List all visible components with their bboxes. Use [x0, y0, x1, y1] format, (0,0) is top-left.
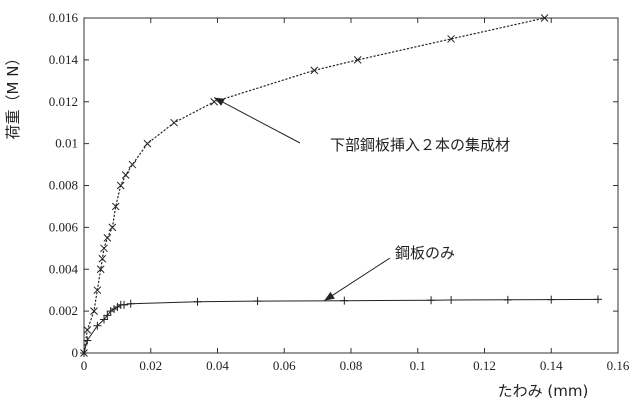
x-tick-label: 0.06 — [273, 358, 296, 373]
series-1-point — [540, 14, 549, 22]
x-tick-label: 0.1 — [410, 358, 426, 373]
series-1-point — [447, 35, 455, 43]
y-tick-label: 0.006 — [49, 219, 79, 234]
annotation-label: 下部鋼板挿入２本の集成材 — [330, 136, 510, 154]
series-2-point — [593, 295, 602, 304]
series-2-point — [106, 307, 115, 316]
series-1-point — [353, 56, 362, 64]
series-1-point — [93, 286, 102, 295]
series-1-point — [96, 265, 105, 274]
x-tick-label: 0 — [81, 358, 88, 373]
annotation-leader — [213, 97, 301, 144]
x-tick-label: 0.16 — [607, 358, 630, 373]
series-2-line — [83, 298, 599, 354]
series-2-point — [100, 315, 109, 324]
y-tick-label: 0.016 — [49, 10, 79, 25]
series-1-point — [116, 181, 125, 190]
series-2-point — [110, 305, 119, 314]
series-1-point — [143, 139, 152, 148]
annotation-label: 鋼板のみ — [395, 244, 455, 262]
series-2-point — [126, 299, 135, 308]
series-layer — [80, 14, 602, 357]
series-1-line — [83, 17, 546, 354]
series-2-point — [427, 296, 436, 305]
series-1-point — [128, 160, 137, 169]
x-tick-label: 0.04 — [206, 358, 229, 373]
series-1 — [80, 14, 549, 357]
series-2-point — [503, 295, 512, 304]
series-1-point — [170, 118, 178, 127]
y-tick-label: 0.01 — [55, 136, 78, 151]
y-tick-label: 0.002 — [49, 303, 78, 318]
series-1-point — [100, 244, 108, 253]
x-tick-label: 0.02 — [139, 358, 162, 373]
y-tick-label: 0.004 — [49, 261, 79, 276]
series-2-point — [93, 321, 102, 330]
series-2-point — [113, 302, 122, 311]
series-2-point — [120, 300, 129, 309]
annotation-arrowhead — [324, 291, 335, 301]
series-1-point — [121, 171, 130, 179]
series-2-point — [340, 296, 349, 305]
series-1-point — [103, 233, 112, 242]
y-axis-label: 荷重（M N） — [4, 51, 22, 140]
y-tick-label: 0.012 — [49, 94, 78, 109]
series-2 — [80, 295, 602, 357]
series-2-point — [103, 311, 112, 320]
annotation-arrowhead — [214, 97, 225, 106]
series-2-point — [193, 297, 202, 306]
y-tick-label: 0 — [72, 345, 79, 360]
series-2-point — [83, 336, 92, 345]
y-tick-label: 0.008 — [49, 178, 78, 193]
x-tick-label: 0.14 — [540, 358, 563, 373]
x-axis-label: たわみ (mm) — [498, 382, 589, 400]
series-2-point — [253, 297, 262, 306]
series-2-point — [547, 295, 556, 304]
series-1-point — [310, 66, 319, 75]
y-tick-label: 0.014 — [49, 52, 79, 67]
series-1-point — [111, 202, 120, 211]
x-tick-label: 0.08 — [340, 358, 363, 373]
axis-ticks: 0 0.02 0.04 0.06 0.08 0.1 0.12 0.14 0.16 0 0.002 0.… — [49, 10, 630, 373]
x-tick-label: 0.12 — [473, 358, 496, 373]
series-1-point — [108, 223, 117, 232]
series-1-point — [83, 326, 92, 334]
series-1-point — [98, 254, 107, 263]
series-2-point — [447, 296, 456, 305]
series-1-point — [90, 307, 98, 315]
series-2-point — [80, 349, 88, 357]
annotation-leader — [324, 257, 391, 302]
